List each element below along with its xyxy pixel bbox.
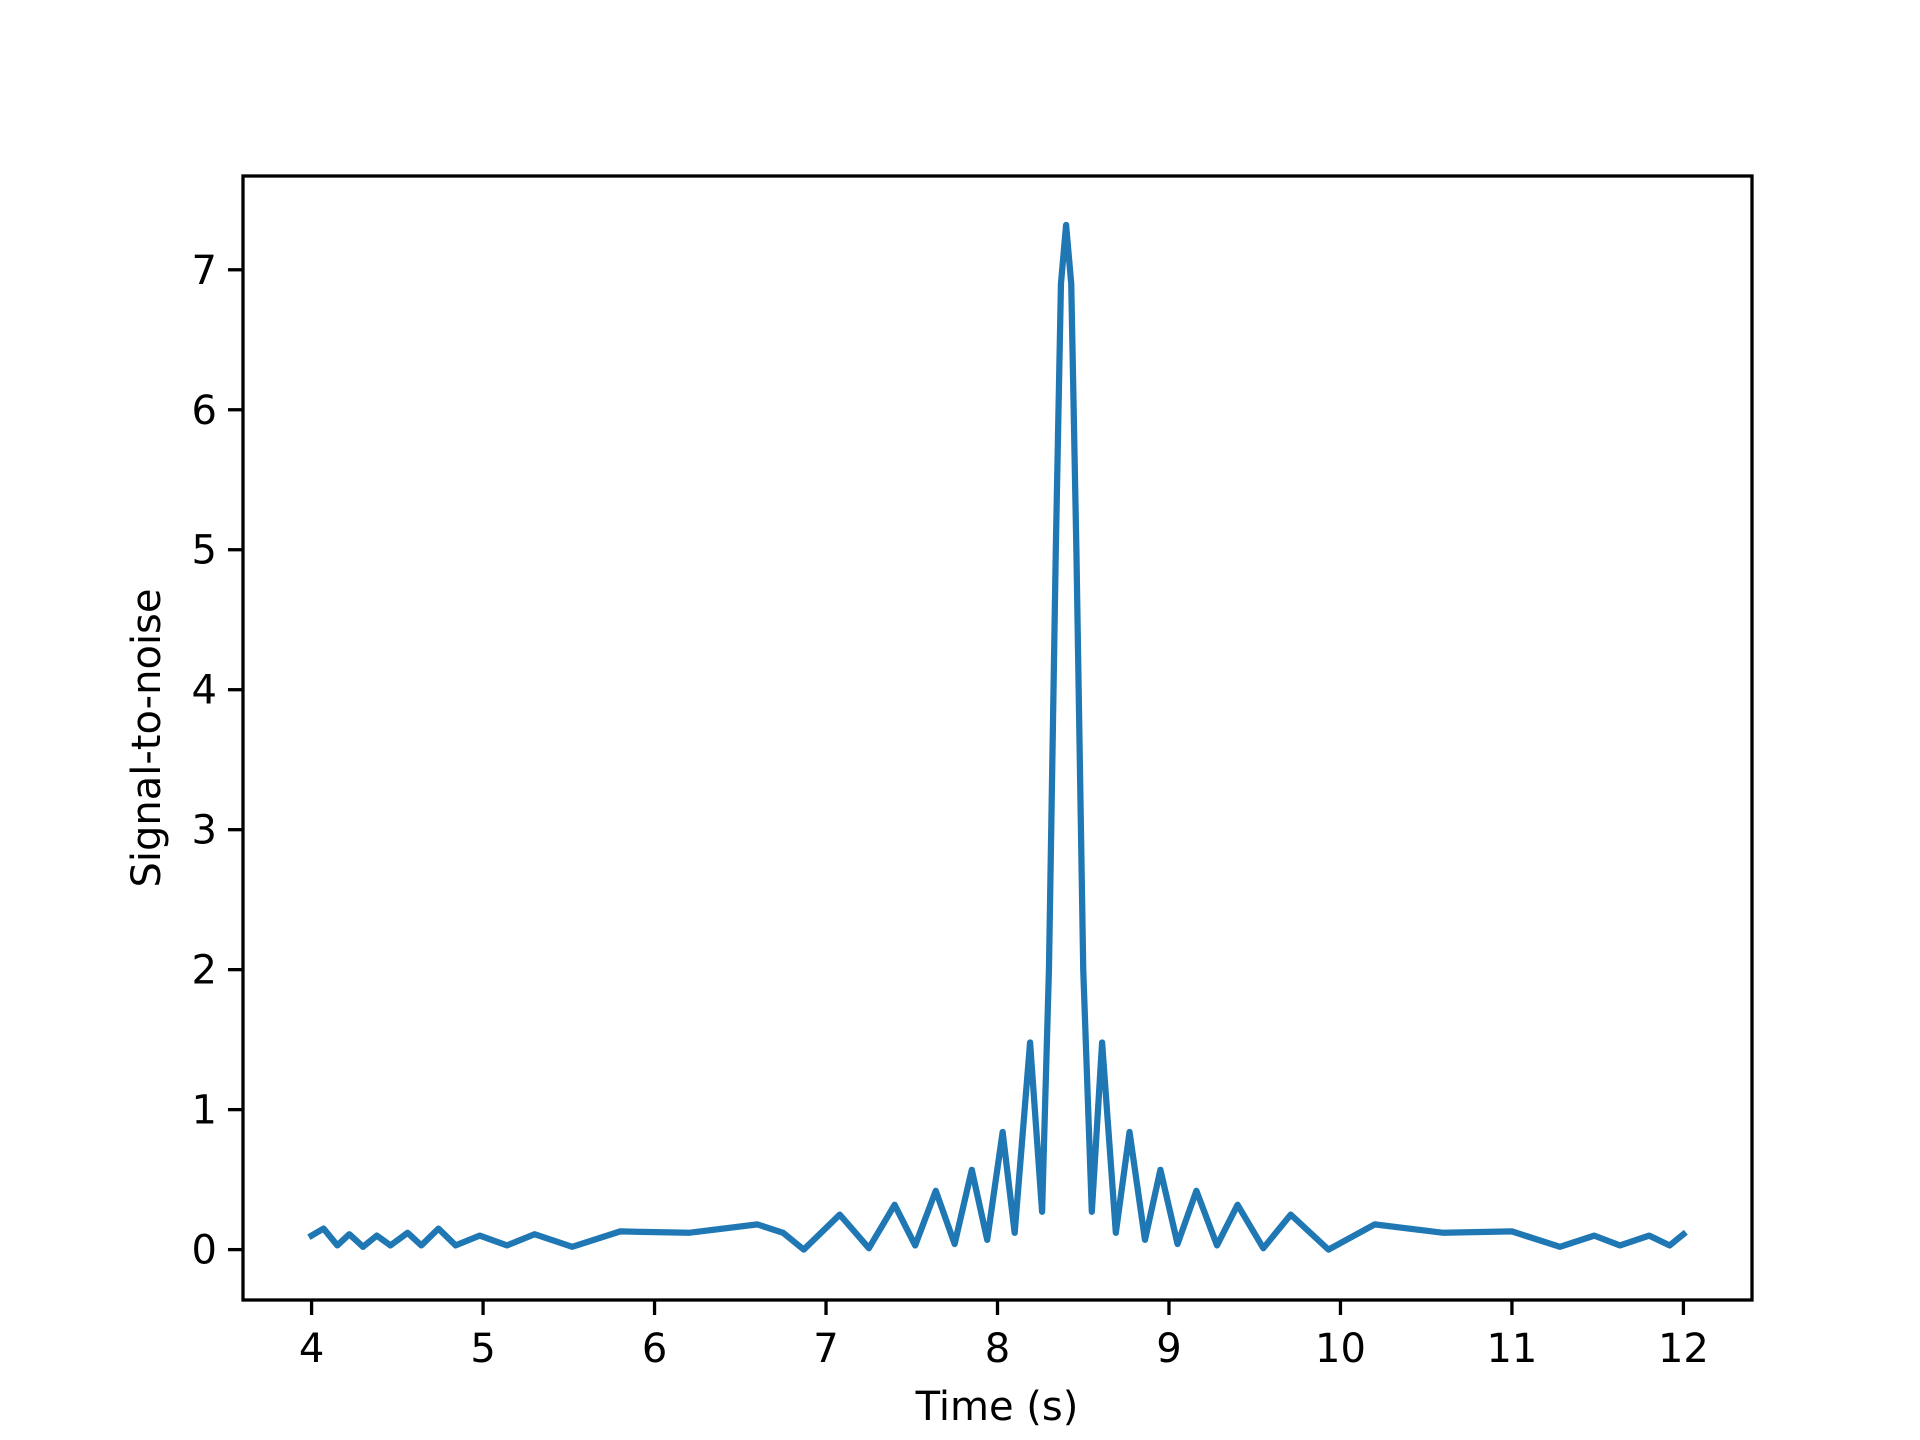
y-tick-label: 7 <box>192 248 217 294</box>
x-tick-label: 8 <box>985 1326 1010 1372</box>
y-tick-label: 5 <box>192 528 217 574</box>
x-tick-label: 5 <box>470 1326 495 1372</box>
x-tick-label: 11 <box>1486 1326 1537 1372</box>
y-tick-label: 3 <box>192 808 217 854</box>
x-tick-label: 6 <box>642 1326 667 1372</box>
data-line <box>307 221 1688 1253</box>
y-tick-label: 6 <box>192 388 217 434</box>
x-tick-label: 9 <box>1156 1326 1181 1372</box>
x-axis-label: Time (s) <box>915 1384 1079 1430</box>
y-axis-label: Signal-to-noise <box>124 588 170 887</box>
y-tick-label: 2 <box>192 948 217 994</box>
y-tick-label: 4 <box>192 668 217 714</box>
x-tick-label: 10 <box>1315 1326 1366 1372</box>
x-tick-label: 7 <box>813 1326 838 1372</box>
y-tick-label: 0 <box>192 1228 217 1274</box>
x-tick-label: 12 <box>1658 1326 1709 1372</box>
y-tick-label: 1 <box>192 1088 217 1134</box>
x-tick-label: 4 <box>299 1326 324 1372</box>
axes-frame <box>241 174 1754 1302</box>
